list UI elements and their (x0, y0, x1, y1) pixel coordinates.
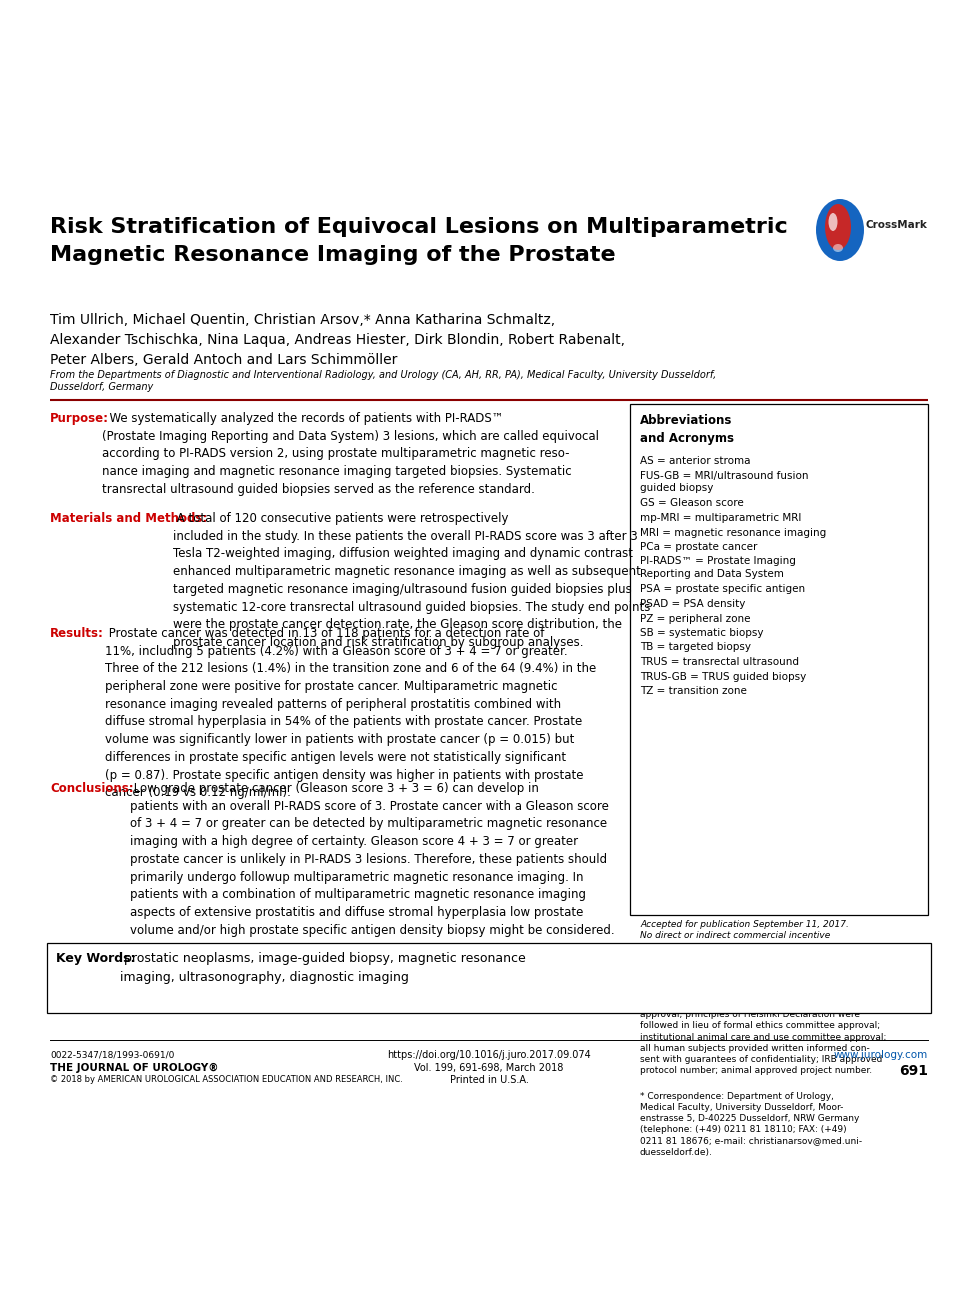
Text: Low grade prostate cancer (Gleason score 3 + 3 = 6) can develop in
patients with: Low grade prostate cancer (Gleason score… (130, 782, 614, 937)
Text: SB = systematic biopsy: SB = systematic biopsy (640, 628, 763, 638)
Text: CrossMark: CrossMark (866, 221, 928, 230)
Text: Tim Ullrich, Michael Quentin, Christian Arsov,* Anna Katharina Schmaltz,
Alexand: Tim Ullrich, Michael Quentin, Christian … (50, 313, 625, 367)
Text: PSA = prostate specific antigen: PSA = prostate specific antigen (640, 585, 805, 595)
Text: Results:: Results: (50, 626, 104, 639)
Ellipse shape (816, 198, 864, 261)
Text: TB = targeted biopsy: TB = targeted biopsy (640, 642, 751, 652)
Text: TZ = transition zone: TZ = transition zone (640, 686, 747, 696)
Text: mp-MRI = multiparametric MRI: mp-MRI = multiparametric MRI (640, 513, 801, 523)
Text: www.jurology.com: www.jurology.com (834, 1051, 928, 1060)
Text: A total of 120 consecutive patients were retrospectively
included in the study. : A total of 120 consecutive patients were… (173, 512, 650, 649)
Text: https://doi.org/10.1016/j.juro.2017.09.074: https://doi.org/10.1016/j.juro.2017.09.0… (387, 1051, 591, 1060)
Text: AS = anterior stroma: AS = anterior stroma (640, 455, 751, 466)
Bar (630, 405, 928, 915)
Text: Key Words:: Key Words: (56, 953, 136, 964)
Text: Abbreviations
and Acronyms: Abbreviations and Acronyms (640, 414, 734, 445)
Text: Printed in U.S.A.: Printed in U.S.A. (449, 1075, 528, 1084)
Text: Conclusions:: Conclusions: (50, 782, 134, 795)
Text: PI-RADS™ = Prostate Imaging
Reporting and Data System: PI-RADS™ = Prostate Imaging Reporting an… (640, 556, 796, 579)
Text: The corresponding author certifies that, when
applicable, a statement(s) has bee: The corresponding author certifies that,… (640, 966, 886, 1075)
Ellipse shape (829, 213, 838, 231)
Text: 691: 691 (899, 1064, 928, 1078)
Text: We systematically analyzed the records of patients with PI-RADS™
(Prostate Imagi: We systematically analyzed the records o… (102, 412, 599, 496)
Text: Materials and Methods:: Materials and Methods: (50, 512, 208, 525)
Text: Magnetic Resonance Imaging of the Prostate: Magnetic Resonance Imaging of the Prosta… (50, 245, 615, 265)
Ellipse shape (833, 244, 843, 252)
Text: MRI = magnetic resonance imaging: MRI = magnetic resonance imaging (640, 527, 826, 538)
Text: Dusseldorf, Germany: Dusseldorf, Germany (50, 382, 153, 391)
Text: TRUS-GB = TRUS guided biopsy: TRUS-GB = TRUS guided biopsy (640, 672, 806, 681)
Text: FUS-GB = MRI/ultrasound fusion
guided biopsy: FUS-GB = MRI/ultrasound fusion guided bi… (640, 471, 808, 493)
Bar (47, 944, 931, 1013)
Text: GS = Gleason score: GS = Gleason score (640, 499, 744, 509)
Text: Prostate cancer was detected in 13 of 118 patients for a detection rate of
11%, : Prostate cancer was detected in 13 of 11… (105, 626, 597, 799)
Text: Risk Stratification of Equivocal Lesions on Multiparametric: Risk Stratification of Equivocal Lesions… (50, 217, 788, 238)
Text: Accepted for publication September 11, 2017.
No direct or indirect commercial in: Accepted for publication September 11, 2… (640, 920, 849, 951)
Text: PZ = peripheral zone: PZ = peripheral zone (640, 613, 751, 624)
Text: Purpose:: Purpose: (50, 412, 109, 425)
Ellipse shape (825, 204, 851, 251)
Text: * Correspondence: Department of Urology,
Medical Faculty, University Dusseldorf,: * Correspondence: Department of Urology,… (640, 1092, 862, 1156)
Text: PSAD = PSA density: PSAD = PSA density (640, 599, 745, 609)
Text: THE JOURNAL OF UROLOGY®: THE JOURNAL OF UROLOGY® (50, 1064, 218, 1073)
Text: From the Departments of Diagnostic and Interventional Radiology, and Urology (CA: From the Departments of Diagnostic and I… (50, 371, 717, 380)
Text: TRUS = transrectal ultrasound: TRUS = transrectal ultrasound (640, 656, 799, 667)
Text: 0022-5347/18/1993-0691/0: 0022-5347/18/1993-0691/0 (50, 1051, 175, 1058)
Text: © 2018 by AMERICAN UROLOGICAL ASSOCIATION EDUCATION AND RESEARCH, INC.: © 2018 by AMERICAN UROLOGICAL ASSOCIATIO… (50, 1075, 403, 1084)
Text: PCa = prostate cancer: PCa = prostate cancer (640, 542, 758, 552)
Text: prostatic neoplasms, image-guided biopsy, magnetic resonance
imaging, ultrasonog: prostatic neoplasms, image-guided biopsy… (120, 953, 526, 984)
Text: Vol. 199, 691-698, March 2018: Vol. 199, 691-698, March 2018 (414, 1064, 564, 1073)
